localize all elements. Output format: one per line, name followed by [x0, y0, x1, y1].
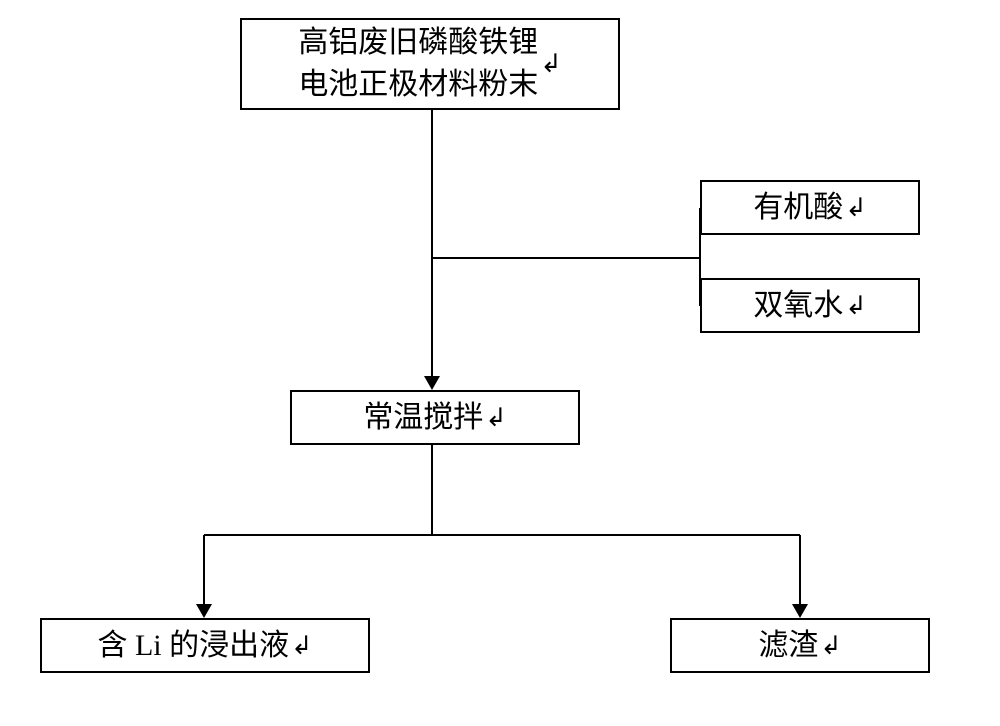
node-organic-acid: 有机酸 ↲: [700, 180, 920, 235]
node-top-input: 高铝废旧磷酸铁锂 电池正极材料粉末 ↲: [240, 18, 620, 110]
enter-icon: ↲: [540, 46, 561, 82]
enter-icon: ↲: [485, 400, 506, 436]
node-residue-label: 滤渣: [758, 625, 818, 667]
node-leachate: 含 Li 的浸出液 ↲: [40, 618, 370, 673]
arrow-head-icon: [792, 604, 808, 618]
connector-split-vertical: [431, 445, 433, 535]
arrow-head-icon: [196, 604, 212, 618]
node-residue: 滤渣 ↲: [670, 618, 930, 673]
node-h2o2-label: 双氧水: [753, 285, 843, 327]
node-stir: 常温搅拌 ↲: [290, 390, 580, 445]
connector-reagent-top-vert: [699, 208, 701, 258]
enter-icon: ↲: [845, 190, 866, 226]
connector-reagent-bot-vert: [699, 258, 701, 306]
connector-reagent-horizontal: [432, 257, 700, 259]
connector-main-vertical: [431, 110, 433, 376]
arrow-head-icon: [424, 376, 440, 390]
connector-split-right-vert: [799, 535, 801, 604]
enter-icon: ↲: [820, 628, 841, 664]
enter-icon: ↲: [845, 288, 866, 324]
node-leachate-label: 含 Li 的浸出液: [97, 625, 289, 667]
connector-split-left-vert: [203, 535, 205, 604]
node-stir-label: 常温搅拌: [363, 397, 483, 439]
node-top-label: 高铝废旧磷酸铁锂 电池正极材料粉末: [298, 22, 538, 106]
connector-split-horizontal: [204, 534, 800, 536]
node-organic-acid-label: 有机酸: [753, 187, 843, 229]
node-h2o2: 双氧水 ↲: [700, 278, 920, 333]
enter-icon: ↲: [291, 628, 312, 664]
